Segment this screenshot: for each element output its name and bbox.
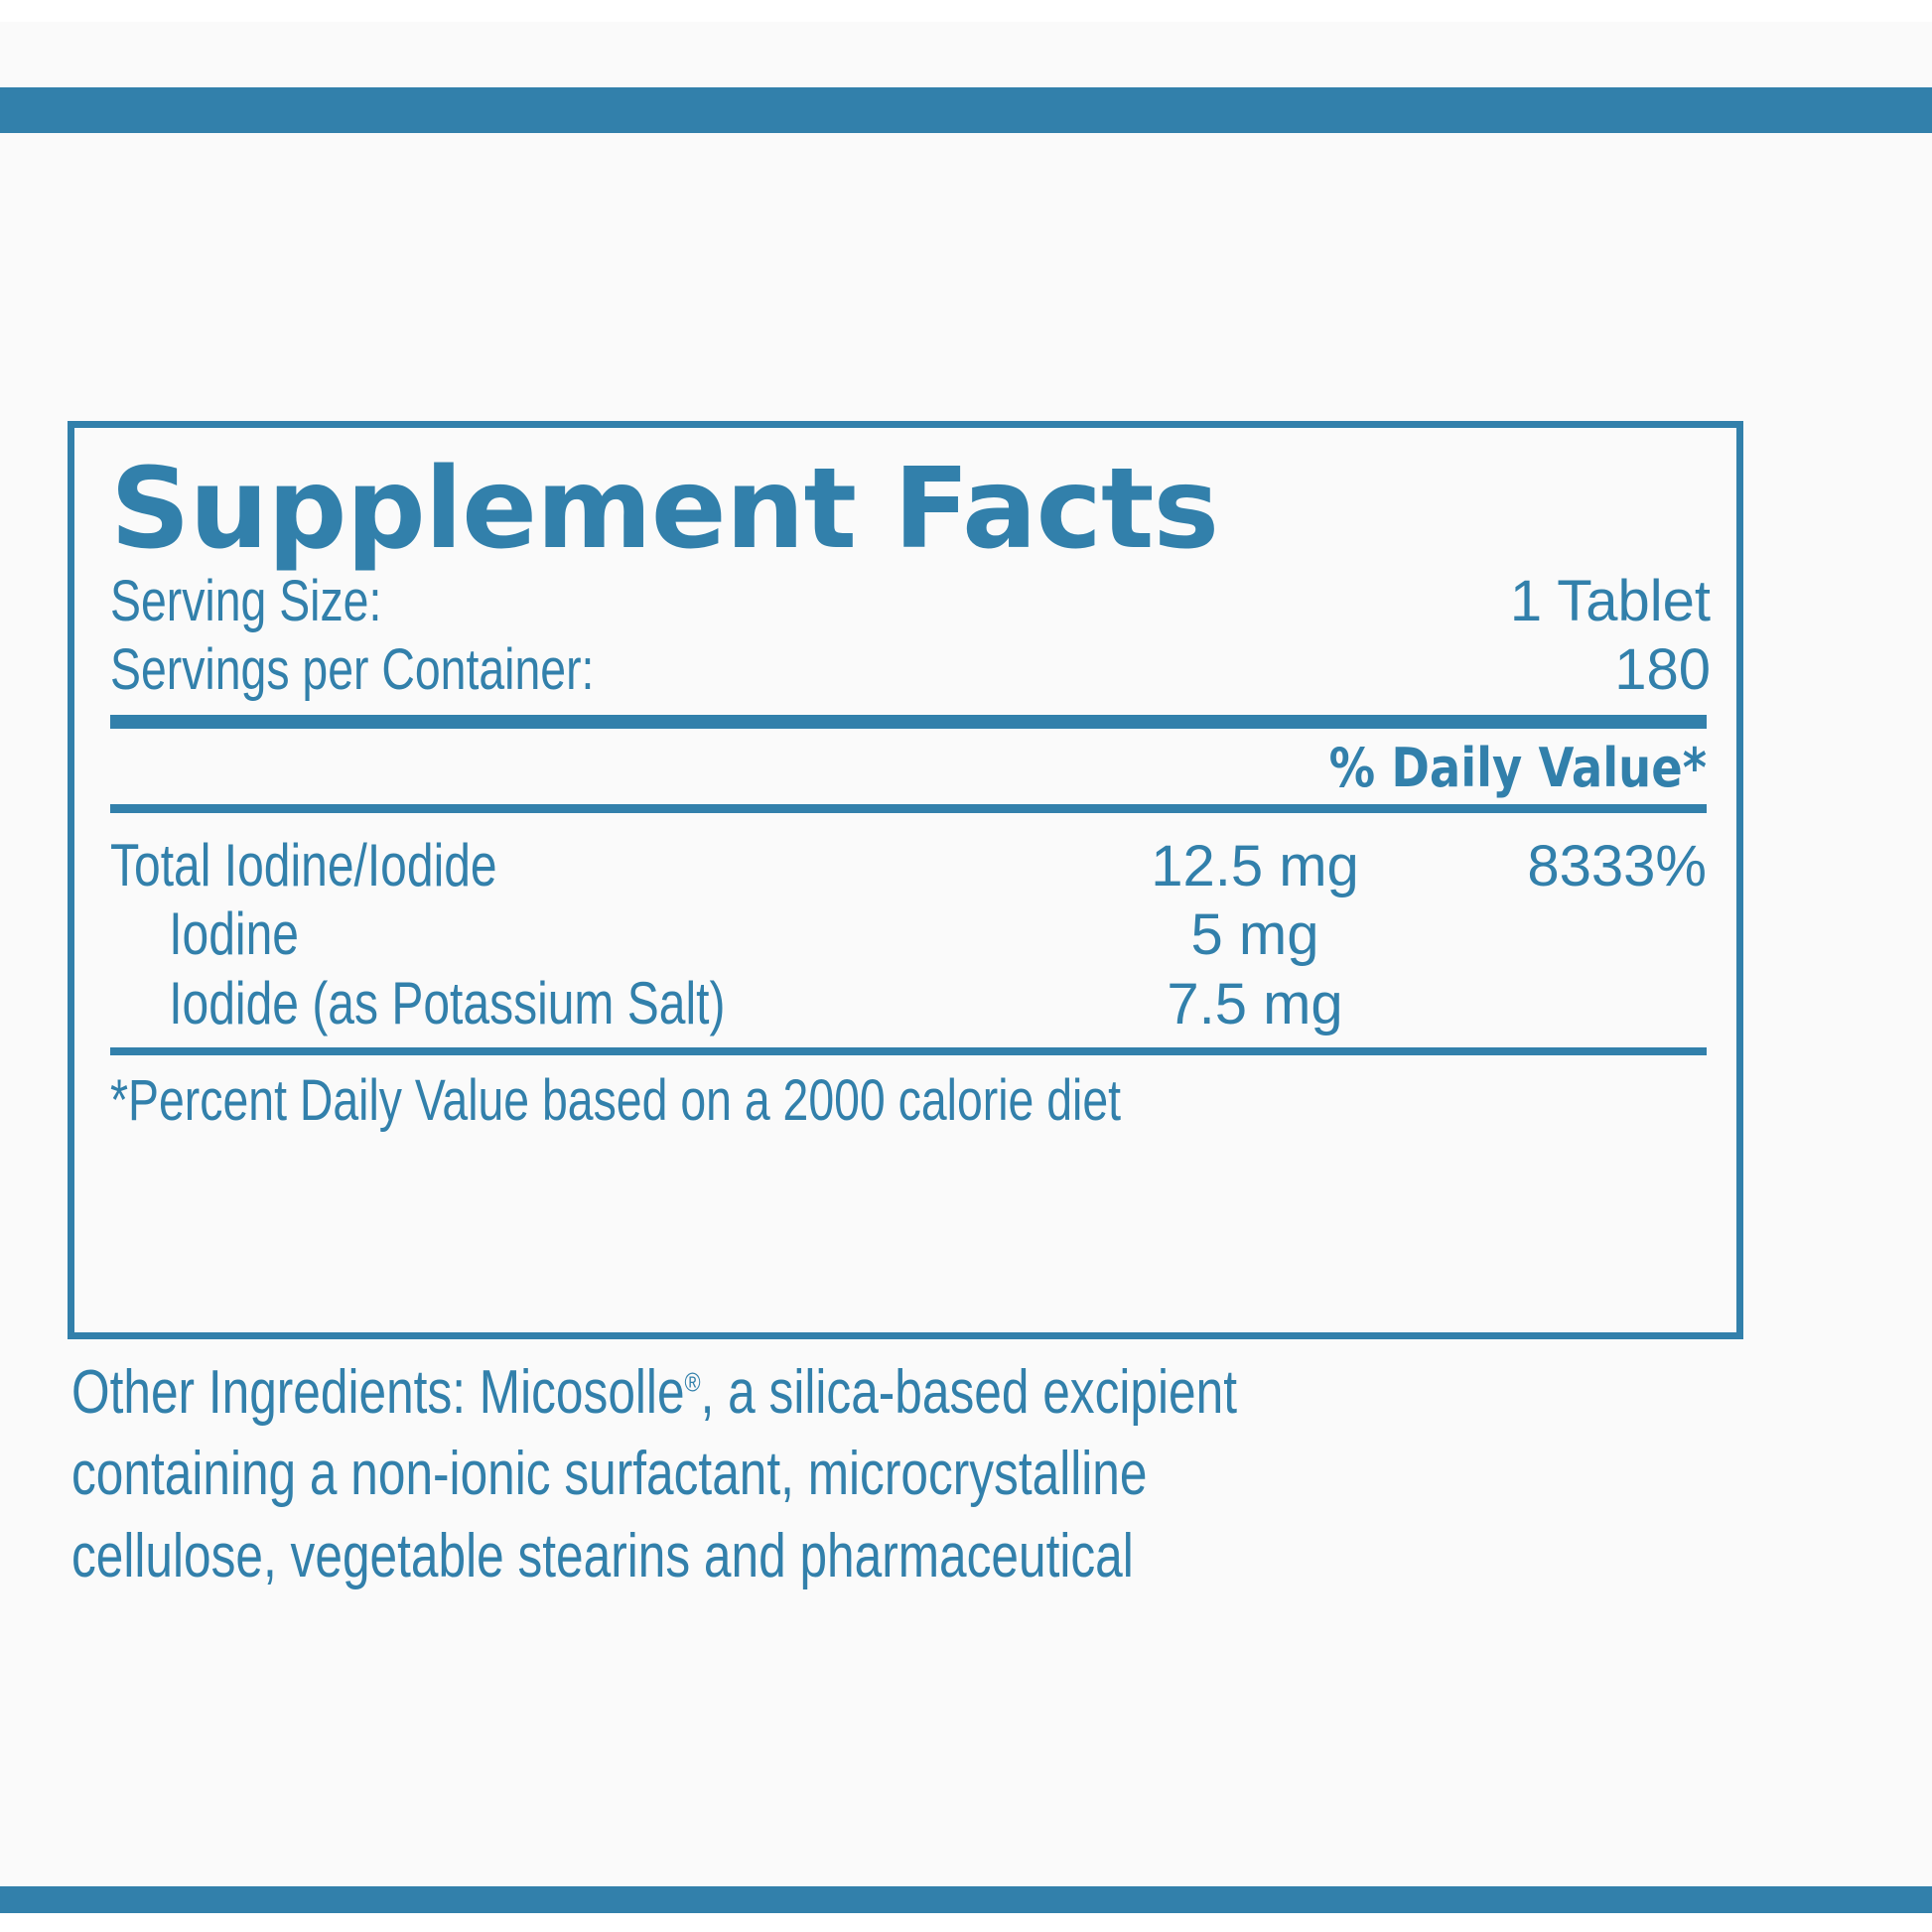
table-row: Iodide (as Potassium Salt) 7.5 mg	[110, 969, 1707, 1038]
nutrient-name-text: Total Iodine/Iodide	[110, 831, 497, 898]
other-ingredients-block: Other Ingredients: Micosolle®, a silica-…	[71, 1352, 1779, 1597]
rule-above-footnote	[110, 1047, 1707, 1056]
other-ingredients-line-1-inner: Other Ingredients: Micosolle®, a silica-…	[71, 1352, 1237, 1434]
bottom-accent-bar	[0, 1886, 1932, 1913]
daily-value-header: % Daily Value*	[1328, 737, 1707, 800]
nutrient-name-text: Iodide (as Potassium Salt)	[169, 969, 726, 1036]
nutrient-daily-value: 8333%	[1527, 833, 1707, 898]
supplement-facts-title: Supplement Facts	[110, 445, 1219, 574]
nutrient-amount: 5 mg	[1190, 902, 1319, 968]
nutrient-amount: 12.5 mg	[1151, 833, 1359, 898]
serving-size-row: Serving Size: 1 Tablet	[110, 569, 1711, 633]
nutrient-table: Total Iodine/Iodide 12.5 mg 8333% Iodine…	[110, 831, 1707, 1038]
daily-value-footnote-text: *Percent Daily Value based on a 2000 cal…	[110, 1068, 1122, 1134]
servings-per-container-row: Servings per Container: 180	[110, 636, 1711, 702]
other-ingredients-line-2-text: containing a non-ionic surfactant, micro…	[71, 1440, 1148, 1509]
nutrient-name: Iodide (as Potassium Salt)	[110, 969, 1091, 1038]
servings-per-container-value: 180	[1614, 636, 1711, 702]
other-ingredients-line-3: cellulose, vegetable stearins and pharma…	[71, 1516, 1779, 1597]
servings-per-container-label: Servings per Container:	[110, 636, 595, 702]
top-white-margin	[0, 0, 1932, 22]
nutrient-name-text: Iodine	[169, 900, 299, 968]
other-ingredients-line-3-text: cellulose, vegetable stearins and pharma…	[71, 1521, 1134, 1590]
bottom-white-margin	[0, 1913, 1932, 1932]
nutrient-name: Total Iodine/Iodide	[110, 831, 1091, 900]
rule-under-servings	[110, 715, 1707, 730]
other-ingredients-line-2: containing a non-ionic surfactant, micro…	[71, 1434, 1779, 1515]
supplement-facts-panel: Supplement Facts Serving Size: 1 Tablet …	[68, 421, 1743, 1339]
other-ingredients-text-before-mark: Other Ingredients: Micosolle	[71, 1358, 685, 1427]
registered-trademark-icon: ®	[684, 1366, 701, 1398]
nutrient-name: Iodine	[110, 899, 1091, 969]
top-accent-bar	[0, 87, 1932, 133]
nutrient-daily-value	[1419, 899, 1707, 969]
serving-size-label: Serving Size:	[110, 569, 382, 633]
rule-under-daily-value-header	[110, 803, 1707, 813]
nutrient-daily-value	[1419, 969, 1707, 1038]
supplement-facts-inner: Supplement Facts Serving Size: 1 Tablet …	[74, 454, 1736, 1358]
daily-value-footnote: *Percent Daily Value based on a 2000 cal…	[110, 1069, 1707, 1133]
nutrient-amount: 7.5 mg	[1167, 971, 1343, 1036]
table-row: Iodine 5 mg	[110, 899, 1707, 969]
other-ingredients-text-after-mark: , a silica-based excipient	[700, 1358, 1237, 1427]
table-row: Total Iodine/Iodide 12.5 mg 8333%	[110, 831, 1707, 900]
other-ingredients-line-1: Other Ingredients: Micosolle®, a silica-…	[71, 1352, 1779, 1434]
serving-size-value: 1 Tablet	[1509, 569, 1711, 633]
